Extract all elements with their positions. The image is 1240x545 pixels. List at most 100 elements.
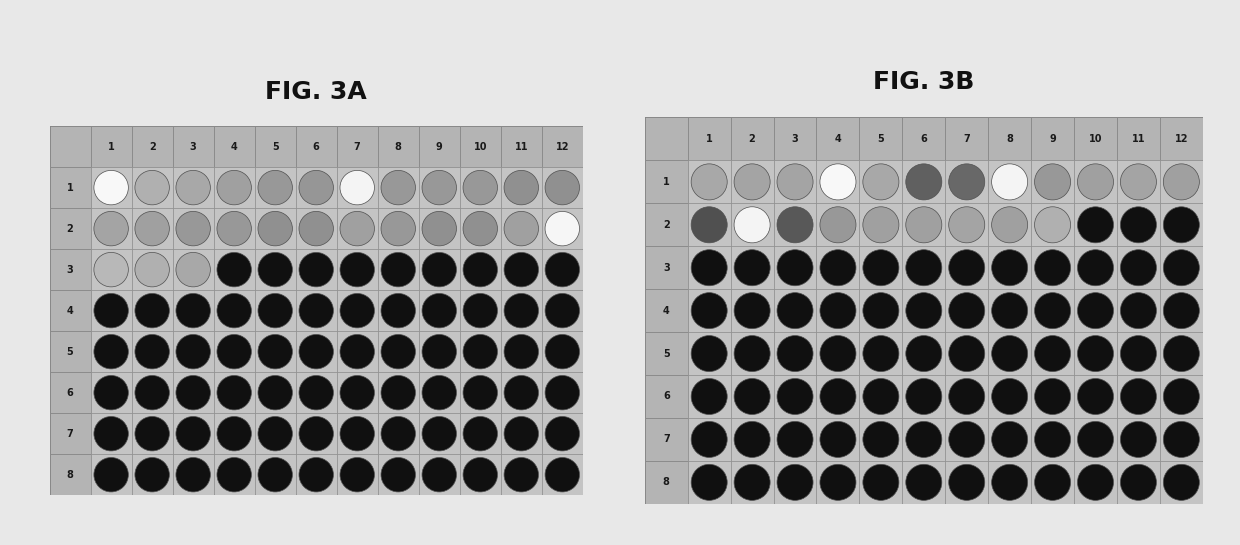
Circle shape [820, 207, 856, 243]
Bar [172, 167, 213, 208]
Bar [419, 126, 460, 167]
Bar [542, 167, 583, 208]
Bar [172, 290, 213, 331]
Bar [91, 413, 131, 454]
Circle shape [949, 293, 985, 329]
Text: 4: 4 [231, 142, 238, 152]
Text: 5: 5 [663, 349, 670, 359]
Text: 7: 7 [663, 434, 670, 444]
Bar [460, 167, 501, 208]
Text: 2: 2 [149, 142, 155, 152]
Circle shape [135, 457, 170, 492]
Bar [688, 375, 730, 418]
Circle shape [734, 207, 770, 243]
Bar [1032, 118, 1074, 160]
Text: 12: 12 [556, 142, 569, 152]
Bar [903, 118, 945, 160]
Bar [859, 332, 903, 375]
Circle shape [863, 207, 899, 243]
Bar [50, 331, 91, 372]
Bar [774, 246, 816, 289]
Bar [501, 290, 542, 331]
Circle shape [1163, 421, 1199, 457]
Bar [774, 160, 816, 203]
Circle shape [340, 211, 374, 246]
Text: 1: 1 [706, 134, 713, 144]
Bar [1117, 203, 1159, 246]
Circle shape [546, 335, 579, 369]
Circle shape [1163, 250, 1199, 286]
Bar [419, 454, 460, 495]
Bar [859, 461, 903, 504]
Bar [460, 249, 501, 290]
Bar [50, 290, 91, 331]
Circle shape [340, 252, 374, 287]
Circle shape [1034, 464, 1070, 500]
Bar [501, 454, 542, 495]
Bar [688, 118, 730, 160]
Circle shape [1034, 336, 1070, 372]
Bar [50, 126, 91, 167]
Circle shape [777, 250, 813, 286]
Circle shape [691, 421, 727, 457]
Circle shape [94, 252, 129, 287]
Circle shape [1034, 293, 1070, 329]
Circle shape [381, 376, 415, 410]
Circle shape [546, 171, 579, 205]
Circle shape [820, 293, 856, 329]
Bar [1117, 160, 1159, 203]
Circle shape [949, 164, 985, 200]
Text: 1: 1 [67, 183, 73, 192]
Bar [730, 418, 774, 461]
Circle shape [546, 416, 579, 451]
Circle shape [422, 293, 456, 328]
Text: 5: 5 [878, 134, 884, 144]
Bar [1032, 375, 1074, 418]
Circle shape [734, 250, 770, 286]
Bar [213, 413, 254, 454]
Text: 4: 4 [835, 134, 841, 144]
Circle shape [258, 335, 293, 369]
Circle shape [94, 171, 129, 205]
Text: FIG. 3B: FIG. 3B [873, 70, 975, 94]
Bar [172, 126, 213, 167]
Bar [131, 208, 172, 249]
Bar [295, 126, 337, 167]
Circle shape [820, 336, 856, 372]
Bar [419, 331, 460, 372]
Bar [419, 167, 460, 208]
Bar [688, 332, 730, 375]
Bar [50, 167, 91, 208]
Circle shape [176, 293, 211, 328]
Bar [1074, 118, 1117, 160]
Bar [945, 375, 988, 418]
Bar [816, 118, 859, 160]
Circle shape [949, 250, 985, 286]
Circle shape [135, 211, 170, 246]
Bar [337, 208, 378, 249]
Text: 9: 9 [1049, 134, 1056, 144]
Bar [91, 372, 131, 413]
Circle shape [734, 378, 770, 415]
Bar [50, 208, 91, 249]
Text: 6: 6 [67, 387, 73, 398]
Bar [50, 454, 91, 495]
Bar [645, 375, 688, 418]
Text: 5: 5 [272, 142, 279, 152]
Bar [419, 372, 460, 413]
Circle shape [217, 416, 252, 451]
Circle shape [820, 164, 856, 200]
Circle shape [258, 457, 293, 492]
Circle shape [340, 293, 374, 328]
Bar [1159, 289, 1203, 332]
Bar [295, 290, 337, 331]
Bar [213, 126, 254, 167]
Bar [172, 372, 213, 413]
Circle shape [777, 207, 813, 243]
Bar [337, 372, 378, 413]
Circle shape [1163, 336, 1199, 372]
Circle shape [503, 211, 538, 246]
Bar [213, 208, 254, 249]
Bar [1074, 375, 1117, 418]
Bar [295, 454, 337, 495]
